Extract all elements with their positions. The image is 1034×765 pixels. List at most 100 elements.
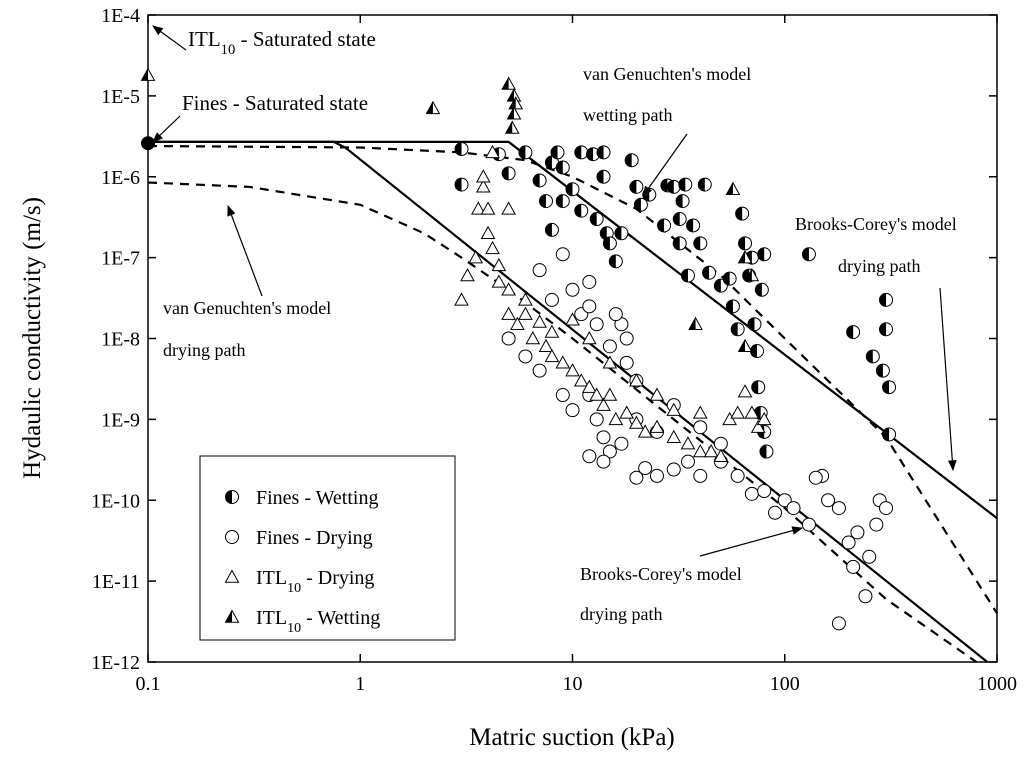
marker-shape — [713, 448, 729, 462]
marker-shape — [596, 454, 611, 469]
data-point — [756, 411, 772, 426]
marker-fill — [586, 147, 594, 161]
data-point — [510, 316, 525, 330]
marker-shape — [582, 299, 597, 314]
marker-shape — [589, 317, 604, 332]
annotation: Fines - Saturated state — [182, 91, 368, 115]
marker-shape — [596, 430, 611, 445]
marker-shape — [581, 330, 597, 345]
marker-shape — [713, 436, 728, 451]
data-point — [693, 468, 708, 483]
data-point — [737, 384, 753, 398]
marker-shape — [532, 263, 547, 278]
data-point — [730, 322, 745, 337]
marker-fill — [455, 142, 462, 156]
legend-marker — [225, 490, 239, 504]
data-point — [501, 76, 516, 90]
marker-shape — [538, 338, 554, 353]
marker-fill — [876, 364, 883, 378]
marker-fill — [426, 101, 433, 114]
data-point — [532, 173, 547, 188]
text-run: Fines - Drying — [256, 527, 373, 549]
data-point — [879, 501, 894, 516]
data-point — [808, 470, 823, 485]
annotation-arrow — [152, 115, 181, 143]
marker-fill — [866, 349, 873, 363]
marker-shape — [565, 312, 580, 326]
marker-shape — [629, 470, 644, 485]
data-point — [751, 380, 766, 395]
data-point — [619, 405, 635, 419]
marker-fill — [702, 266, 710, 280]
marker-shape — [619, 331, 634, 346]
x-tick-label: 100 — [770, 673, 800, 695]
marker-shape — [693, 468, 708, 483]
marker-shape — [666, 429, 682, 444]
marker-shape — [750, 419, 766, 433]
data-point — [508, 96, 524, 110]
marker-fill — [726, 182, 733, 195]
marker-fill — [507, 107, 514, 120]
marker-shape — [862, 549, 877, 564]
legend-marker — [224, 609, 240, 623]
marker-fill — [141, 68, 148, 81]
marker-fill — [759, 445, 767, 459]
marker-shape — [850, 525, 865, 540]
data-point — [666, 429, 682, 444]
data-point — [544, 348, 560, 363]
data-point — [730, 468, 745, 483]
data-point — [602, 236, 617, 251]
data-point — [574, 145, 589, 160]
data-point — [693, 420, 708, 435]
marker-fill — [745, 269, 752, 281]
marker-shape — [757, 484, 772, 499]
legend-marker — [224, 569, 240, 583]
y-axis-title: Hydaulic conductivity (m/s) — [19, 197, 46, 479]
data-point — [454, 177, 469, 192]
marker-fill — [507, 89, 514, 102]
marker-shape — [470, 201, 486, 215]
marker-fill — [846, 325, 854, 339]
marker-shape — [518, 349, 533, 364]
y-tick-label: 1E-5 — [101, 86, 140, 108]
data-point — [649, 387, 665, 401]
data-point — [801, 247, 816, 262]
marker-shape — [608, 411, 624, 426]
data-point — [475, 169, 491, 183]
annotation: wetting path — [583, 105, 672, 125]
marker-shape — [555, 388, 570, 403]
marker-fill — [625, 153, 632, 167]
data-point — [642, 187, 657, 202]
data-point — [565, 182, 580, 197]
marker-shape — [544, 324, 560, 338]
marker-fill — [660, 178, 668, 192]
y-tick-label: 1E-4 — [101, 5, 140, 27]
data-point — [841, 535, 856, 550]
annotation: van Genuchten's model — [163, 298, 331, 318]
data-point — [565, 312, 580, 326]
data-point — [589, 212, 604, 227]
marker-shape — [831, 501, 846, 516]
marker-shape — [501, 331, 516, 346]
marker-shape — [649, 468, 664, 483]
annotation: van Genuchten's model — [583, 64, 751, 84]
marker-fill — [757, 247, 765, 261]
data-point — [882, 427, 897, 442]
marker-shape — [808, 470, 823, 485]
data-point — [738, 236, 753, 251]
data-point — [589, 412, 604, 427]
data-point — [702, 265, 717, 280]
data-point — [831, 501, 846, 516]
marker-fill — [750, 344, 757, 358]
data-point — [614, 226, 629, 241]
data-point — [602, 444, 617, 459]
data-point — [501, 331, 516, 346]
data-point — [619, 331, 634, 346]
data-point — [555, 247, 570, 262]
annotation: Brooks-Corey's model — [795, 214, 957, 234]
marker-fill — [879, 293, 887, 307]
marker-shape — [501, 201, 516, 215]
